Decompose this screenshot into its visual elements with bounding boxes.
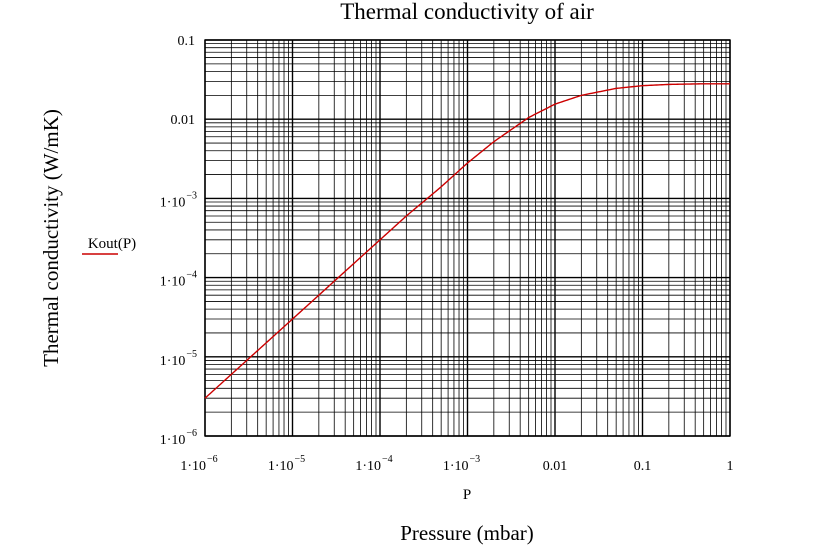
y-tick-labels: 1·10−6 1·10−5 1·10−4 1·10−3 0.01 0.1: [160, 34, 197, 448]
y-tick-label: 1·10−4: [160, 270, 197, 290]
x-tick-label: 1·10−4: [355, 454, 392, 474]
x-axis-title: Pressure (mbar): [400, 521, 534, 545]
x-tick-label: 1·10−5: [268, 454, 305, 474]
x-tick-labels: 1·10−6 1·10−5 1·10−4 1·10−3 0.01 0.1 1: [180, 454, 733, 474]
y-tick-label: 0.01: [171, 113, 196, 128]
series-line-kout: [204, 83, 730, 399]
chart-title: Thermal conductivity of air: [340, 0, 594, 24]
x-variable: P: [463, 487, 471, 503]
x-tick-label: 1·10−3: [443, 454, 480, 474]
legend-label: Kout(P): [88, 236, 136, 252]
y-tick-label: 0.1: [178, 34, 196, 49]
x-tick-label: 1·10−6: [180, 454, 217, 474]
x-tick-label: 1: [727, 459, 734, 474]
y-axis-title: Thermal conductivity (W/mK): [39, 109, 63, 367]
y-tick-label: 1·10−3: [160, 190, 197, 210]
x-tick-label: 0.1: [634, 459, 652, 474]
plot-frame: [204, 39, 731, 437]
x-tick-label: 0.01: [543, 459, 568, 474]
y-tick-label: 1·10−6: [160, 428, 197, 448]
y-tick-label: 1·10−5: [160, 349, 197, 369]
